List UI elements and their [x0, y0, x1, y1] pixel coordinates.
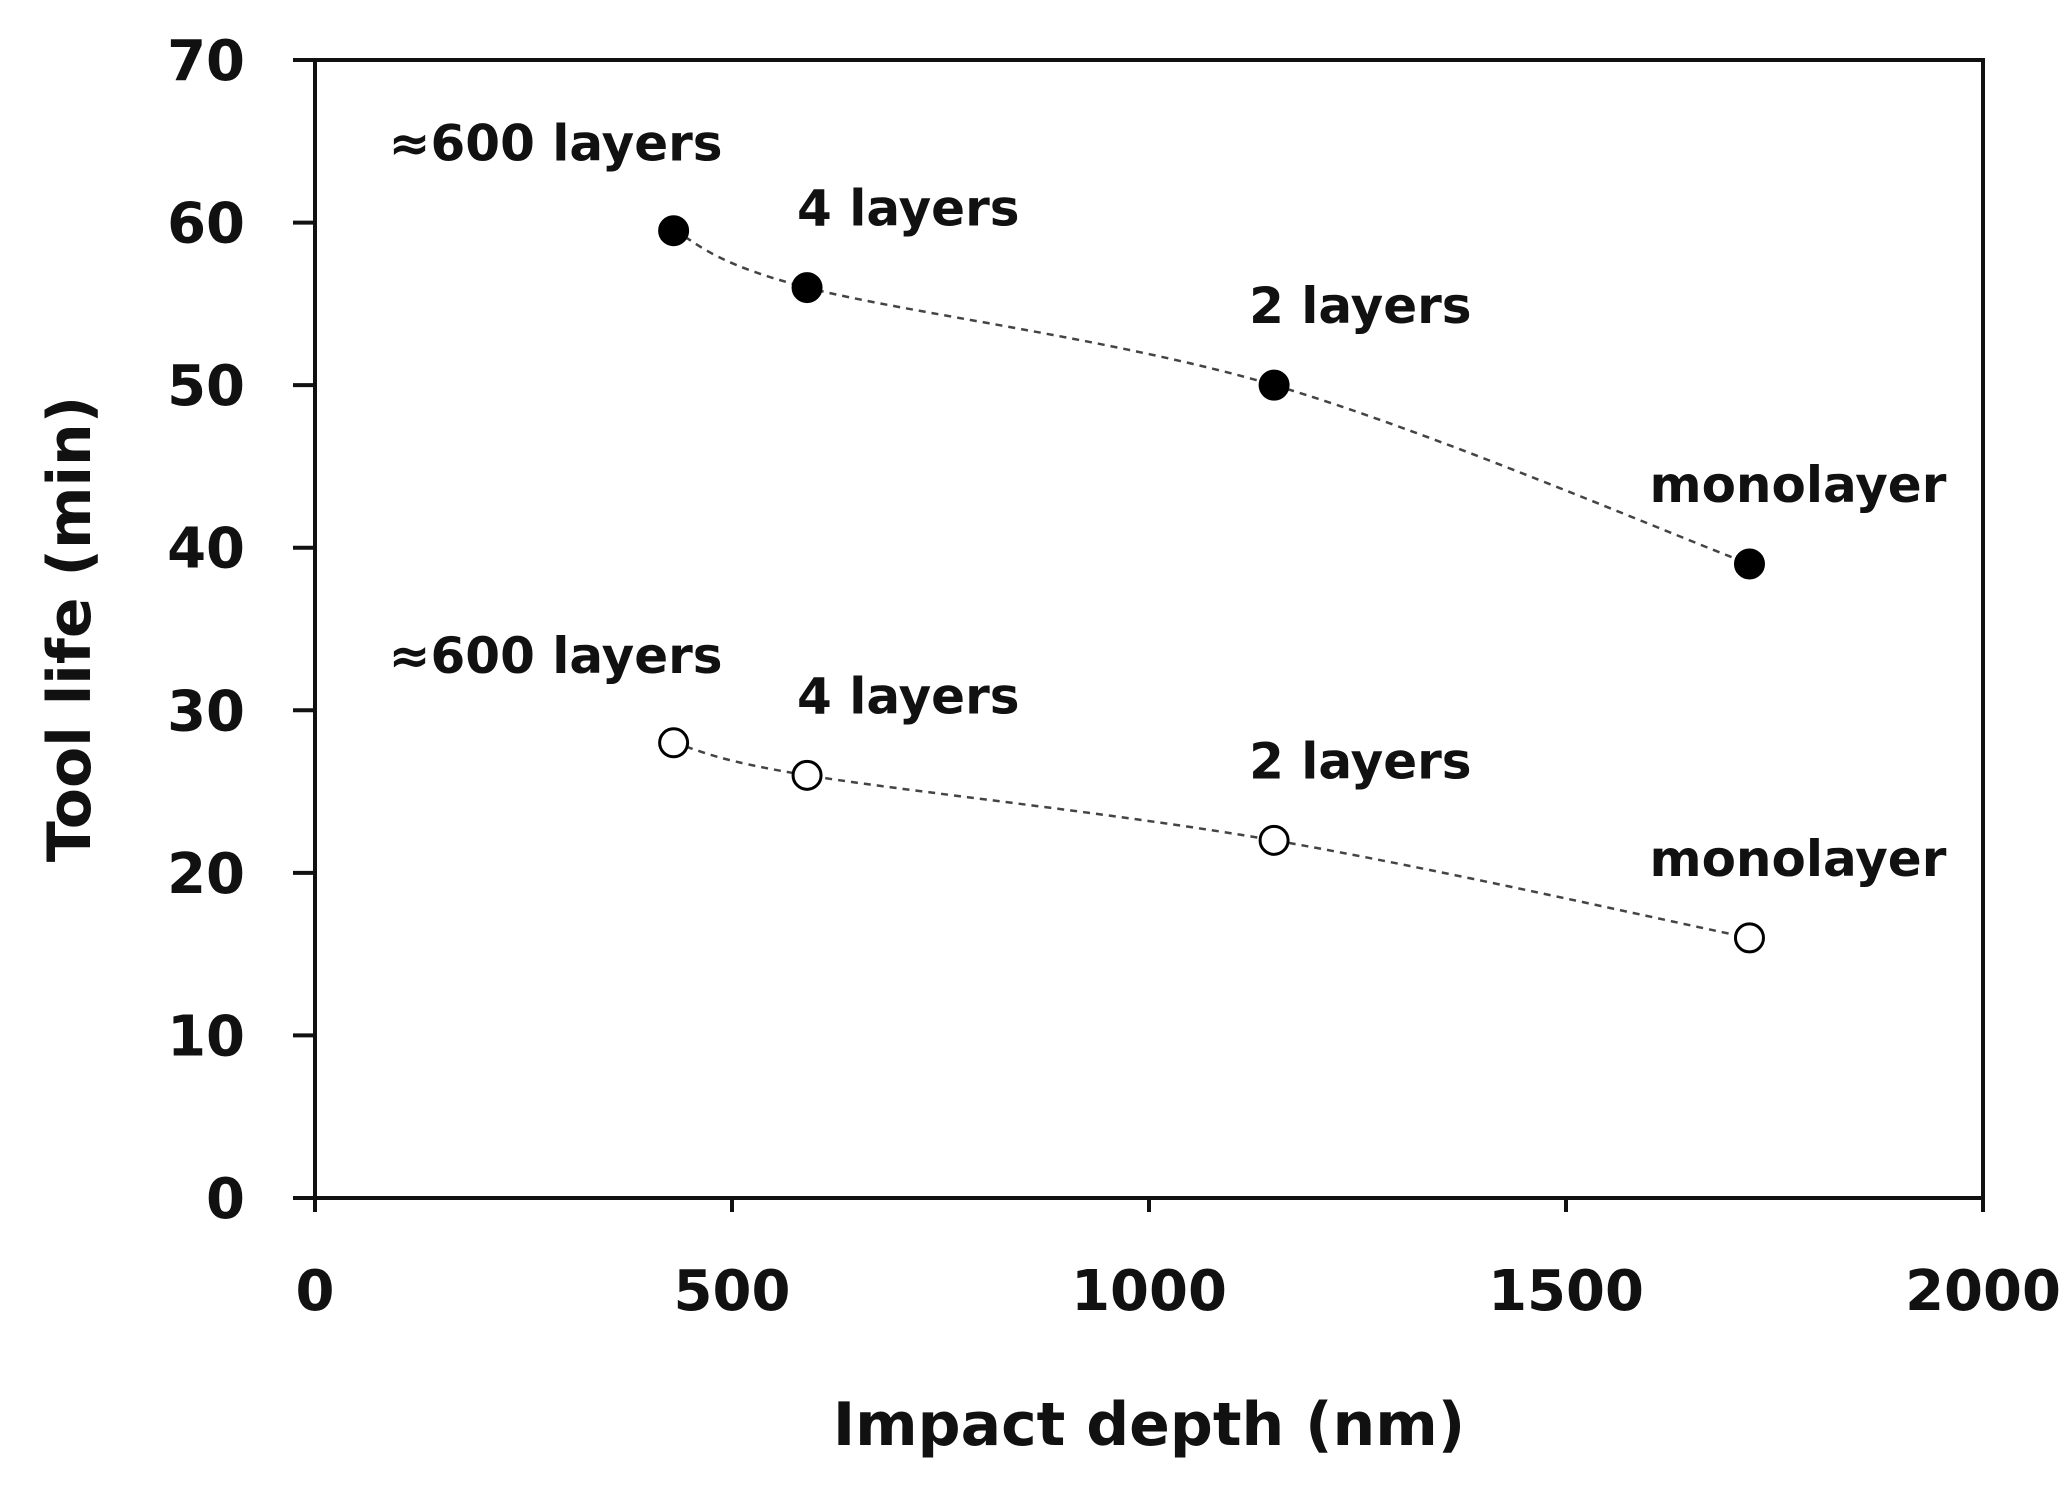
x-tick-label: 1000 [1071, 1259, 1227, 1324]
y-tick-label: 50 [167, 354, 245, 419]
point-label: 4 layers [797, 667, 1019, 725]
point-label: 2 layers [1249, 732, 1471, 790]
point-label: monolayer [1649, 830, 1946, 888]
y-tick-label: 10 [167, 1004, 245, 1069]
x-tick-label: 2000 [1905, 1259, 2061, 1324]
point-label: ≈600 layers [389, 115, 723, 173]
x-tick-label: 1500 [1488, 1259, 1644, 1324]
data-point [791, 272, 823, 304]
x-tick-label: 0 [296, 1259, 335, 1324]
y-tick-label: 0 [206, 1167, 245, 1232]
point-label: 4 layers [797, 180, 1019, 238]
data-point [658, 727, 690, 759]
y-tick-label: 40 [167, 517, 245, 582]
y-tick-label: 20 [167, 842, 245, 907]
y-tick-label: 70 [167, 29, 245, 94]
data-point [1258, 824, 1290, 856]
data-point [1258, 369, 1290, 401]
data-point [791, 759, 823, 791]
series-lower: ≈600 layers 4 layers 2 layers monolayer [389, 627, 1947, 954]
x-tick-label: 500 [674, 1259, 791, 1324]
x-axis-title: Impact depth (nm) [833, 1390, 1465, 1460]
y-axis-title: Tool life (min) [35, 396, 105, 862]
x-axis-ticks: 0 500 1000 1500 2000 [296, 1198, 2061, 1324]
y-tick-label: 60 [167, 192, 245, 257]
y-axis-ticks: 0 10 20 30 40 50 60 70 [167, 29, 315, 1232]
series-line-lower [673, 741, 1750, 940]
data-point [658, 215, 690, 247]
data-point [1733, 922, 1765, 954]
data-point [1733, 548, 1765, 580]
series-line-upper [673, 229, 1750, 566]
series-upper: ≈600 layers 4 layers 2 layers monolayer [389, 115, 1947, 580]
y-tick-label: 30 [167, 679, 245, 744]
point-label: monolayer [1649, 456, 1946, 514]
point-label: 2 layers [1249, 277, 1471, 335]
point-label: ≈600 layers [389, 627, 723, 685]
